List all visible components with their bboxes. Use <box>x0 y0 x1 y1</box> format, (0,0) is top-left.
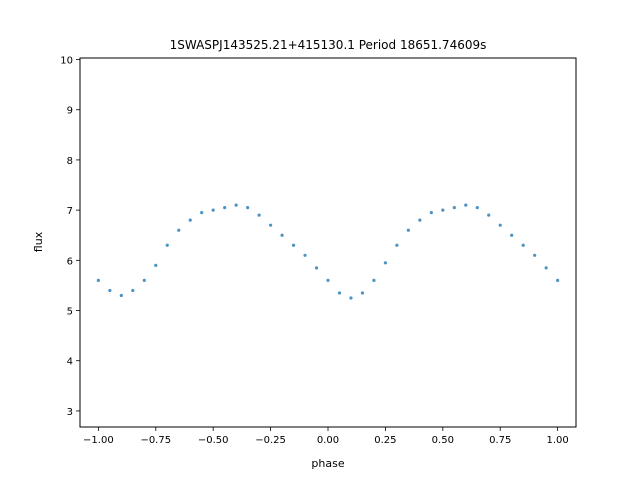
data-point <box>372 278 376 283</box>
scatter-points <box>96 203 560 300</box>
data-point <box>475 206 479 210</box>
data-point <box>211 208 215 212</box>
data-point <box>131 288 135 293</box>
y-axis: 3 4 5 6 7 8 9 10 <box>60 56 80 418</box>
data-point <box>188 218 192 222</box>
data-point <box>177 228 181 232</box>
x-tick-label: −0.50 <box>198 435 229 446</box>
data-point <box>452 206 456 210</box>
data-point <box>349 296 353 300</box>
x-tick-label: 0.75 <box>489 435 511 446</box>
y-tick-label: 3 <box>67 407 73 418</box>
plot-frame <box>79 57 577 428</box>
data-point <box>544 266 548 270</box>
x-axis-label: phase <box>311 457 344 470</box>
y-tick-label: 10 <box>60 56 73 67</box>
data-point <box>533 253 537 257</box>
data-point <box>142 278 146 283</box>
y-tick-label: 7 <box>67 206 73 217</box>
y-axis-label: flux <box>32 231 45 252</box>
data-point <box>556 278 560 283</box>
x-axis: −1.00 −0.75 −0.50 −0.25 0.00 0.25 0.50 0.75 1.00 <box>83 427 569 446</box>
data-point <box>291 243 296 247</box>
data-point <box>337 291 342 295</box>
data-point <box>246 206 250 210</box>
data-point <box>383 261 388 265</box>
data-point <box>326 278 330 283</box>
data-point <box>280 233 284 237</box>
data-point <box>200 211 204 215</box>
data-point <box>406 228 410 232</box>
x-tick-label: −1.00 <box>83 435 114 446</box>
y-tick-label: 4 <box>67 357 73 368</box>
data-point <box>119 293 123 298</box>
data-point <box>464 203 468 207</box>
y-tick-label: 9 <box>67 106 73 117</box>
x-tick-label: 0.00 <box>317 435 339 446</box>
data-point <box>154 263 158 267</box>
x-tick-label: −0.75 <box>140 435 171 446</box>
chart-title: 1SWASPJ143525.21+415130.1 Period 18651.7… <box>170 38 487 52</box>
x-tick-label: 0.50 <box>432 435 454 446</box>
data-point <box>510 233 514 237</box>
x-tick-label: 1.00 <box>546 435 568 446</box>
x-tick-label: −0.25 <box>255 435 286 446</box>
data-point <box>257 213 261 217</box>
y-tick-label: 8 <box>67 156 73 167</box>
data-point <box>108 288 112 293</box>
x-tick-label: 0.25 <box>374 435 396 446</box>
data-point <box>303 253 307 257</box>
y-tick-label: 6 <box>67 256 73 267</box>
data-point <box>441 208 445 212</box>
data-point <box>498 223 502 227</box>
data-point <box>429 211 433 215</box>
data-point <box>314 266 319 270</box>
data-point <box>165 243 169 247</box>
data-point <box>96 278 100 283</box>
data-point <box>234 203 238 207</box>
data-point <box>395 243 399 247</box>
data-point <box>521 243 525 247</box>
data-point <box>223 206 227 210</box>
data-point <box>418 218 422 222</box>
y-tick-label: 5 <box>67 307 73 318</box>
data-point <box>360 291 365 295</box>
data-point <box>487 213 491 217</box>
data-point <box>268 223 273 227</box>
